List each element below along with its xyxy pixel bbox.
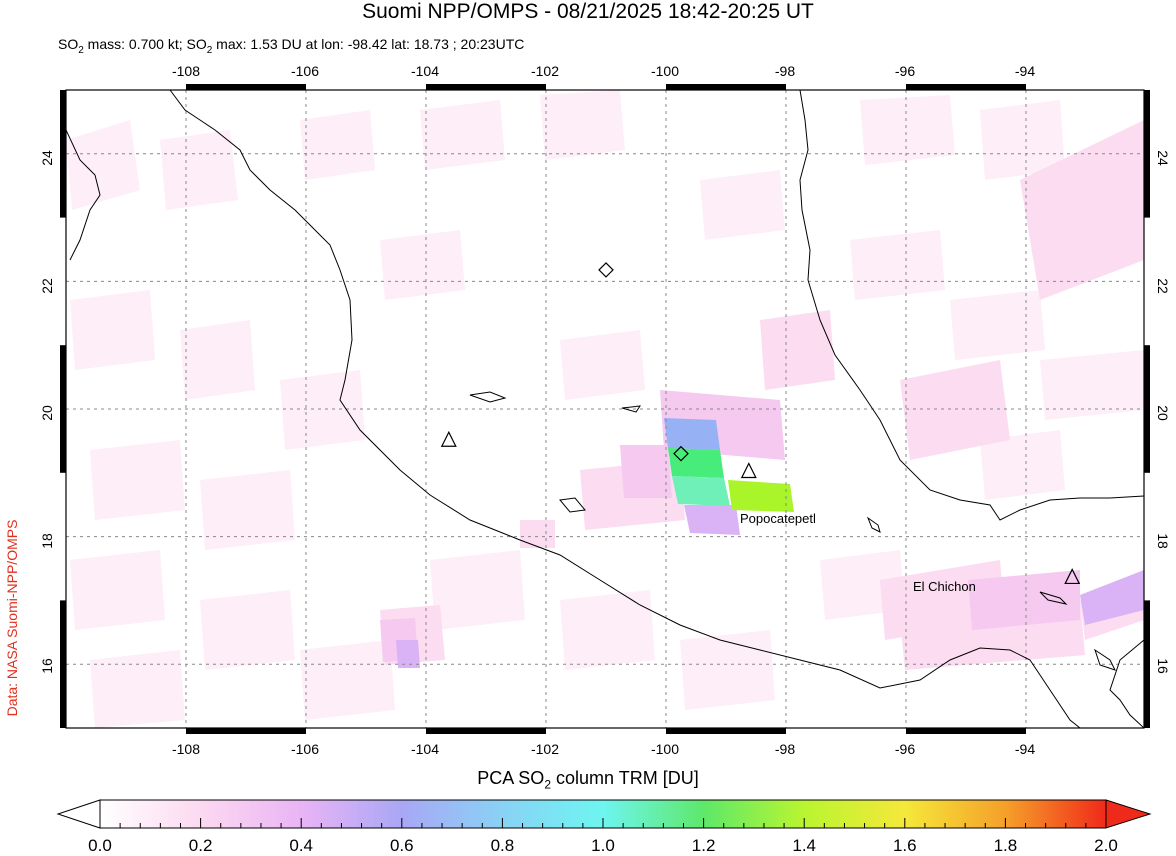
so2-pixel-blue bbox=[664, 418, 720, 450]
lon-top-tick: -106 bbox=[291, 63, 319, 79]
lon-top-tick: -96 bbox=[895, 63, 915, 79]
colorbar-title-prefix: PCA SO bbox=[477, 768, 545, 788]
so2-max-text: max: 1.53 DU at lon: -98.42 lat: 18.73 ;… bbox=[212, 36, 525, 52]
lon-bottom-tick: -94 bbox=[1015, 741, 1035, 757]
pacific-coastline bbox=[169, 90, 1081, 728]
frame-bars bbox=[60, 84, 1150, 734]
frame-bar-right bbox=[1144, 600, 1150, 728]
colorbar-tick-label: 1.2 bbox=[691, 836, 716, 855]
lat-left-tick: 24 bbox=[39, 150, 55, 166]
lat-right-tick: 18 bbox=[1155, 533, 1171, 549]
frame-bar-top bbox=[186, 84, 306, 90]
volcano-label-el-chichon: El Chichon bbox=[913, 579, 976, 594]
so2-pixel-teal bbox=[672, 476, 730, 506]
map-subtitle: SO2 mass: 0.700 kt; SO2 max: 1.53 DU at … bbox=[58, 36, 524, 56]
island-1 bbox=[469, 391, 507, 403]
lon-bottom-tick: -108 bbox=[172, 741, 200, 757]
lon-bottom-tick: -96 bbox=[895, 741, 915, 757]
colorbar-tick-label: 1.4 bbox=[792, 836, 817, 855]
colorbar-tick-label: 0.6 bbox=[389, 836, 414, 855]
colorbar-tick-label: 1.8 bbox=[993, 836, 1018, 855]
coastlines bbox=[66, 90, 1144, 728]
so2-pixel-green bbox=[668, 448, 724, 478]
colorbar-tick-label: 0.2 bbox=[188, 836, 213, 855]
colorbar-tick-label: 2.0 bbox=[1094, 836, 1118, 855]
lat-left-tick: 16 bbox=[39, 658, 55, 674]
lon-bottom-tick: -106 bbox=[291, 741, 319, 757]
colorbar-ticks bbox=[119, 818, 1087, 828]
lon-bottom-tick: -102 bbox=[531, 741, 559, 757]
colorbar-title-subscript: 2 bbox=[544, 777, 551, 792]
frame-bar-top bbox=[426, 84, 546, 90]
lon-bottom-tick: -100 bbox=[651, 741, 679, 757]
colorbar bbox=[56, 799, 1152, 829]
lon-top-tick: -98 bbox=[775, 63, 795, 79]
lat-right-tick: 16 bbox=[1155, 658, 1171, 674]
faint-so2-pixels bbox=[66, 90, 1144, 728]
colorbar-tick-label: 0.0 bbox=[88, 836, 112, 855]
lat-right-tick: 20 bbox=[1155, 405, 1171, 421]
frame-bar-left bbox=[60, 600, 66, 728]
so2-pixel-max bbox=[728, 480, 794, 512]
volcano-triangle-icon bbox=[440, 430, 457, 447]
baja-coastline bbox=[66, 129, 101, 261]
frame-bar-bottom bbox=[426, 728, 546, 734]
so2-mass-text: mass: 0.700 kt; SO bbox=[83, 36, 207, 52]
frame-bar-left bbox=[60, 345, 66, 473]
so2-mass-subscript: 2 bbox=[78, 44, 84, 56]
lat-left-tick: 20 bbox=[39, 405, 55, 421]
volcano-triangle-icon bbox=[740, 462, 757, 479]
colorbar-tick-label: 1.6 bbox=[892, 836, 917, 855]
lat-right-tick: 22 bbox=[1155, 278, 1171, 294]
lon-top-tick: -104 bbox=[411, 63, 439, 79]
yucatan-coastline bbox=[1109, 639, 1144, 728]
frame-bar-bottom bbox=[666, 728, 786, 734]
lagoon-1 bbox=[866, 516, 881, 533]
lat-left-tick: 22 bbox=[39, 278, 55, 294]
frame-bar-bottom bbox=[906, 728, 1026, 734]
gulf-coastline bbox=[799, 90, 1144, 521]
so2-max-subscript: 2 bbox=[206, 44, 213, 56]
volcano-label-popocatepetl: Popocatepetl bbox=[740, 511, 816, 526]
so2-mass-prefix: SO bbox=[58, 36, 79, 52]
frame-bar-bottom bbox=[186, 728, 306, 734]
lagoon-2 bbox=[1039, 591, 1068, 605]
lake-3 bbox=[1094, 648, 1116, 671]
frame-bar-top bbox=[666, 84, 786, 90]
lat-right-tick: 24 bbox=[1155, 150, 1171, 166]
frame-bar-right bbox=[1144, 345, 1150, 473]
lon-top-tick: -108 bbox=[172, 63, 200, 79]
frame-bar-left bbox=[60, 90, 66, 218]
colorbar-tick-label: 0.8 bbox=[490, 836, 515, 855]
map-markers bbox=[440, 262, 1081, 585]
lon-top-tick: -94 bbox=[1015, 63, 1035, 79]
colorbar-title: PCA SO2 column TRM [DU] bbox=[0, 768, 1176, 792]
volcano-triangle-icon bbox=[1064, 568, 1081, 585]
graticule bbox=[66, 90, 1144, 728]
lon-bottom-tick: -98 bbox=[775, 741, 795, 757]
colorbar-tick-label: 1.0 bbox=[591, 836, 615, 855]
frame-bar-top bbox=[906, 84, 1026, 90]
lake-1 bbox=[559, 497, 586, 513]
lat-left-tick: 18 bbox=[39, 533, 55, 549]
map-title: Suomi NPP/OMPS - 08/21/2025 18:42-20:25 … bbox=[362, 0, 814, 23]
axis-tick-labels: -108 -106 -104 -102 -100 -98 -96 -94 -10… bbox=[39, 63, 1171, 757]
max-value-diamond-icon bbox=[673, 445, 689, 462]
frame-bar-right bbox=[1144, 90, 1150, 218]
colorbar-low-extension bbox=[56, 799, 101, 829]
max-value-diamond-icon bbox=[598, 262, 614, 278]
colorbar-tick-label: 0.4 bbox=[289, 836, 314, 855]
lon-bottom-tick: -104 bbox=[411, 741, 439, 757]
colorbar-title-suffix: column TRM [DU] bbox=[551, 768, 699, 788]
colorbar-high-extension bbox=[1105, 799, 1152, 829]
lon-top-tick: -102 bbox=[531, 63, 559, 79]
lon-top-tick: -100 bbox=[651, 63, 679, 79]
lake-2 bbox=[621, 405, 642, 413]
so2-pixels bbox=[66, 90, 1144, 728]
elevated-so2-pixels bbox=[396, 505, 1144, 668]
